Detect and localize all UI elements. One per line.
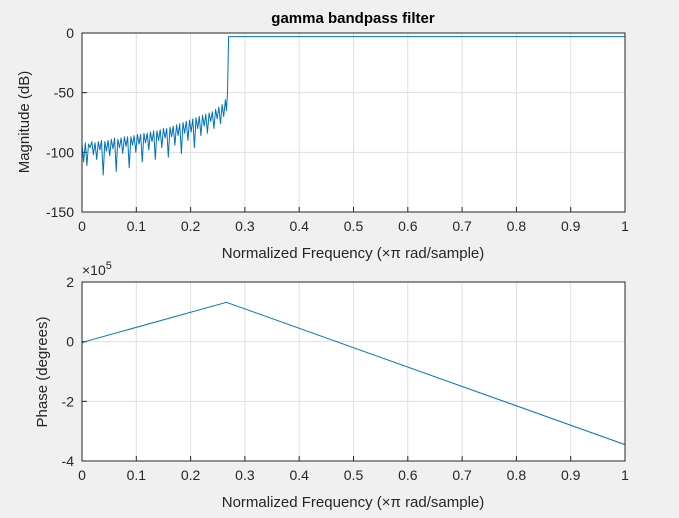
magnitude-x-tick-label: 0.9 (561, 218, 581, 234)
phase-x-tick-label: 0.1 (127, 467, 147, 483)
magnitude-x-tick-label: 0 (78, 218, 86, 234)
magnitude-tick-labels: 0 0.1 0.2 0.3 0.4 0.5 0.6 0.7 0.8 0.9 1 -150 -100 -50… (46, 25, 629, 234)
phase-tick-labels: 0 0.1 0.2 0.3 0.4 0.5 0.6 0.7 0.8 0.9 1 -4 -2 0 2 (62, 274, 630, 483)
magnitude-y-axis-label: Magnitude (dB) (16, 71, 33, 174)
phase-x-tick-label: 0.7 (452, 467, 472, 483)
phase-y-exponent-power: 5 (106, 260, 112, 272)
phase-response-line (81, 301, 626, 446)
phase-x-tick-label: 0.6 (398, 467, 418, 483)
magnitude-axes: 0 0.1 0.2 0.3 0.4 0.5 0.6 0.7 0.8 0.9 1 -150 -100 -50… (16, 10, 629, 262)
magnitude-series (81, 36, 625, 176)
magnitude-x-tick-label: 0.1 (127, 218, 147, 234)
phase-y-tick-label: -2 (62, 393, 75, 409)
magnitude-x-axis-label: Normalized Frequency (×π rad/sample) (222, 245, 485, 262)
phase-x-tick-label: 0.8 (507, 467, 527, 483)
phase-y-tick-label: -4 (62, 453, 75, 469)
phase-y-tick-label: 2 (66, 274, 74, 290)
phase-axes-box (81, 281, 626, 462)
magnitude-x-tick-label: 0.6 (398, 218, 418, 234)
phase-x-tick-label: 0.9 (561, 467, 581, 483)
phase-axes: 0 0.1 0.2 0.3 0.4 0.5 0.6 0.7 0.8 0.9 1 -4 -2 0 2 ×105… (34, 260, 629, 511)
magnitude-x-tick-label: 0.4 (289, 218, 309, 234)
phase-x-tick-label: 0.2 (181, 467, 201, 483)
phase-y-tick-label: 0 (66, 334, 74, 350)
phase-y-exponent: ×105 (82, 260, 112, 278)
magnitude-response-line (81, 36, 625, 176)
magnitude-y-tick-label: 0 (66, 25, 74, 41)
phase-y-exponent-base: ×10 (82, 262, 106, 278)
phase-x-tick-label: 0.4 (289, 467, 309, 483)
magnitude-y-tick-label: -150 (46, 204, 74, 220)
chart-title: gamma bandpass filter (271, 10, 435, 27)
magnitude-x-tick-label: 1 (621, 218, 629, 234)
phase-series (81, 301, 626, 446)
magnitude-x-tick-label: 0.2 (181, 218, 201, 234)
magnitude-axes-box (81, 32, 626, 213)
phase-x-tick-label: 0.5 (344, 467, 364, 483)
magnitude-x-tick-label: 0.7 (452, 218, 472, 234)
magnitude-x-tick-label: 0.8 (507, 218, 527, 234)
phase-x-tick-label: 0.3 (235, 467, 255, 483)
magnitude-x-tick-label: 0.3 (235, 218, 255, 234)
phase-x-tick-label: 0 (78, 467, 86, 483)
phase-x-tick-label: 1 (621, 467, 629, 483)
magnitude-y-tick-label: -50 (54, 85, 74, 101)
magnitude-x-tick-label: 0.5 (344, 218, 364, 234)
phase-x-axis-label: Normalized Frequency (×π rad/sample) (222, 494, 485, 511)
phase-y-axis-label: Phase (degrees) (34, 317, 51, 428)
magnitude-y-tick-label: -100 (46, 144, 74, 160)
